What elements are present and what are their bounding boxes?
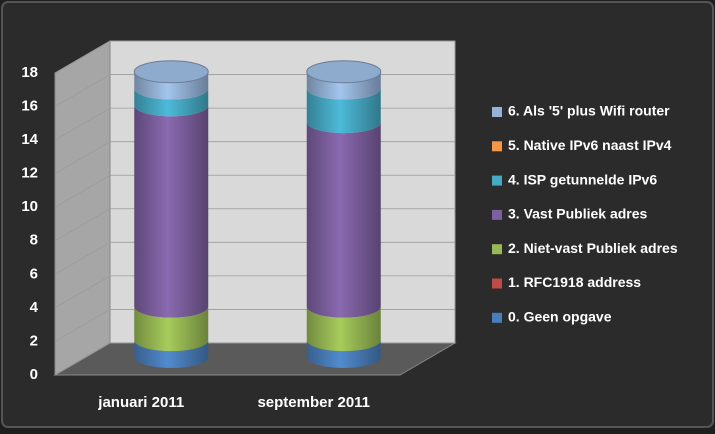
y-tick-label: 8 [30,232,38,249]
legend-label: 4. ISP getunnelde IPv6 [508,171,657,187]
legend-swatch [492,107,502,117]
y-tick-label: 18 [21,64,38,81]
legend-swatch [492,141,502,152]
bar-segment [306,122,381,318]
y-tick-label: 0 [30,366,38,383]
bar-segment [134,105,209,318]
legend-label: 6. Als '5' plus Wifi router [508,103,670,119]
legend-label: 0. Geen opgave [508,309,612,325]
side-wall [54,40,111,376]
legend-label: 5. Native IPv6 naast IPv4 [508,137,672,153]
legend-label: 2. Niet-vast Publiek adres [508,240,678,256]
bar-segment [306,340,381,369]
floor [53,342,457,376]
legend-swatch [492,209,502,220]
legend-swatch [492,278,502,289]
bar-segment [134,340,209,369]
y-tick-label: 6 [30,265,38,282]
bar-segment [306,306,381,352]
plot-area: 0 2 4 6 8 10 12 14 16 18 januari 2011 september 201… [21,40,457,411]
bar-cap [133,60,209,84]
legend-swatch [492,175,502,186]
bar-cap [306,60,382,84]
x-tick-label: september 2011 [257,394,370,411]
y-tick-label: 12 [21,165,38,182]
legend-swatch [492,312,502,323]
y-tick-label: 2 [30,332,38,349]
y-tick-label: 10 [21,198,38,215]
legend-label: 1. RFC1918 address [508,274,641,290]
bar-segment [306,88,381,134]
y-tick-label: 14 [21,131,38,148]
x-tick-label: januari 2011 [97,394,184,411]
grid-line [54,40,455,74]
bar-segment [134,306,209,352]
legend: 0. Geen opgave 1. RFC1918 address 2. Niet-… [492,103,678,325]
bar-segment [306,71,381,100]
y-tick-label: 4 [30,299,39,316]
y-tick-label: 16 [21,98,38,115]
legend-label: 3. Vast Publiek adres [508,206,648,222]
bar-segment [134,71,209,100]
legend-swatch [492,244,502,255]
bar-segment [134,88,209,117]
